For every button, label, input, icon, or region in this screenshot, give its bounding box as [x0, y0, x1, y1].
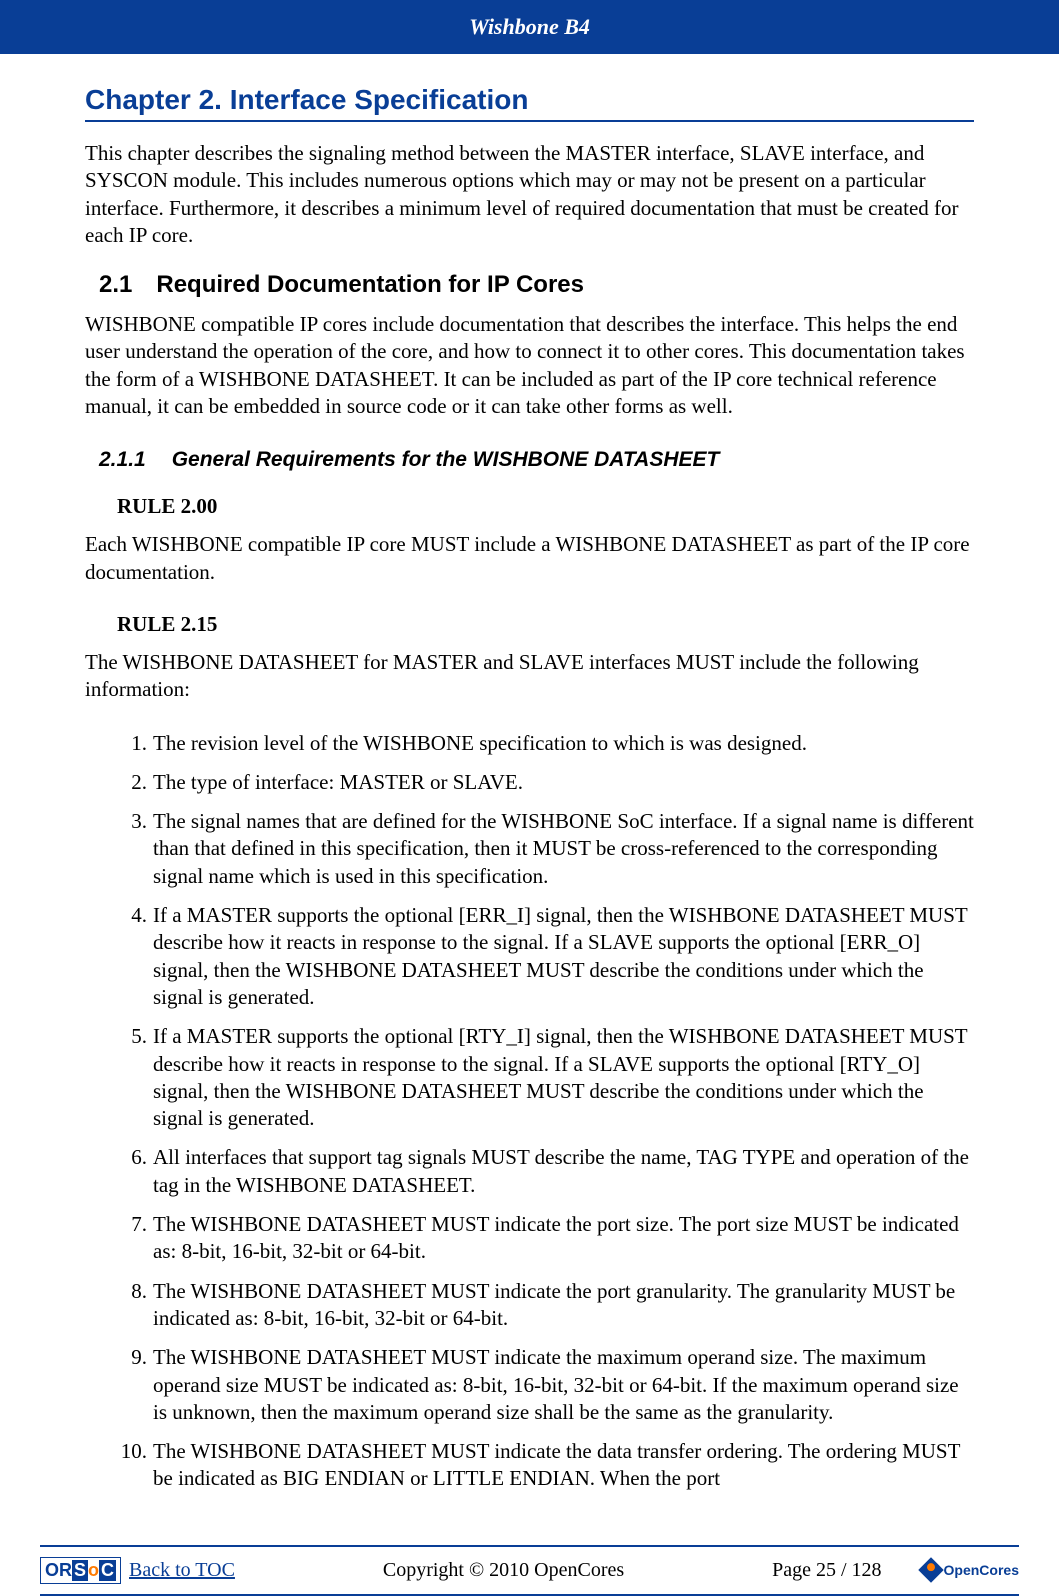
section-title-text: Required Documentation for IP Cores	[156, 271, 584, 298]
page-content: Chapter 2. Interface Specification This …	[0, 54, 1059, 1525]
list-item: The signal names that are defined for th…	[117, 808, 974, 890]
list-item: The WISHBONE DATASHEET MUST indicate the…	[117, 1278, 974, 1333]
opencores-diamond-icon	[918, 1557, 943, 1582]
list-item: If a MASTER supports the optional [ERR_I…	[117, 902, 974, 1011]
list-item: The WISHBONE DATASHEET MUST indicate the…	[117, 1344, 974, 1426]
orsoc-or: OR	[45, 1560, 72, 1581]
list-item: The WISHBONE DATASHEET MUST indicate the…	[117, 1211, 974, 1266]
chapter-intro: This chapter describes the signaling met…	[85, 140, 974, 249]
back-to-toc-link[interactable]: Back to TOC	[129, 1559, 235, 1582]
orsoc-s: S	[72, 1560, 88, 1581]
footer: ORSoC Back to TOC Copyright © 2010 OpenC…	[40, 1545, 1019, 1596]
orsoc-logo[interactable]: ORSoC	[40, 1557, 121, 1584]
list-item: The WISHBONE DATASHEET MUST indicate the…	[117, 1438, 974, 1493]
section-para: WISHBONE compatible IP cores include doc…	[85, 311, 974, 420]
list-item: The type of interface: MASTER or SLAVE.	[117, 769, 974, 796]
opencores-logo[interactable]: OpenCores	[922, 1561, 1019, 1579]
list-item: All interfaces that support tag signals …	[117, 1144, 974, 1199]
rule-text-2: The WISHBONE DATASHEET for MASTER and SL…	[85, 649, 974, 704]
rule-label-1: RULE 2.00	[117, 494, 974, 519]
orsoc-c: C	[99, 1560, 116, 1581]
rule-text-1: Each WISHBONE compatible IP core MUST in…	[85, 531, 974, 586]
header-title: Wishbone B4	[469, 14, 590, 39]
page-info: Page 25 / 128	[772, 1559, 881, 1582]
section-title: 2.1 Required Documentation for IP Cores	[99, 271, 974, 299]
orsoc-o: o	[88, 1560, 99, 1581]
section-num: 2.1	[99, 271, 132, 299]
chapter-title: Chapter 2. Interface Specification	[85, 84, 974, 122]
header-bar: Wishbone B4	[0, 0, 1059, 54]
subsection-title: 2.1.1 General Requirements for the WISHBO…	[99, 448, 974, 472]
opencores-label: OpenCores	[944, 1562, 1019, 1578]
requirements-list: The revision level of the WISHBONE speci…	[117, 730, 974, 1493]
subsection-title-text: General Requirements for the WISHBONE DA…	[172, 448, 720, 471]
copyright-text: Copyright © 2010 OpenCores	[383, 1559, 624, 1581]
footer-left: ORSoC Back to TOC	[40, 1557, 235, 1584]
rule-label-2: RULE 2.15	[117, 612, 974, 637]
list-item: If a MASTER supports the optional [RTY_I…	[117, 1023, 974, 1132]
footer-center: Copyright © 2010 OpenCores	[383, 1559, 624, 1582]
subsection-num: 2.1.1	[99, 448, 146, 472]
footer-right: Page 25 / 128 OpenCores	[772, 1559, 1019, 1582]
list-item: The revision level of the WISHBONE speci…	[117, 730, 974, 757]
